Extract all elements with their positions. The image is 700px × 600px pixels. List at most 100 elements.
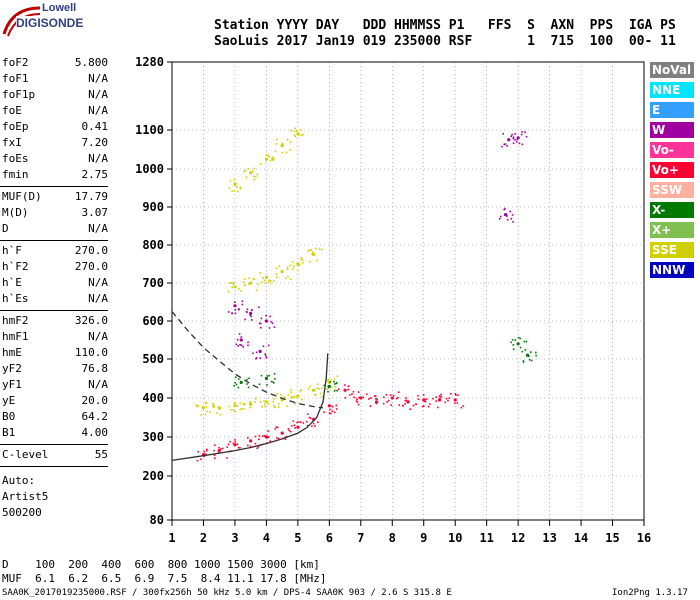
echo-dot (376, 398, 378, 401)
echo-dot (334, 383, 336, 385)
echo-dot (439, 397, 441, 399)
param-value: N/A (88, 152, 108, 165)
echo-dot (204, 402, 207, 405)
echo-dot (327, 386, 330, 389)
param-row: h`F 270.0 (2, 244, 108, 260)
y-tick-label: 800 (142, 238, 164, 252)
echo-dot (424, 400, 426, 402)
echo-dot (292, 268, 294, 271)
echo-dot (454, 402, 456, 404)
echo-dot (302, 422, 305, 424)
echo-dot (296, 421, 298, 424)
echo-dot (356, 401, 359, 403)
param-value: N/A (88, 292, 108, 305)
param-row: yF1 N/A (2, 378, 108, 394)
echo-dot (422, 405, 425, 407)
echo-dot (258, 435, 261, 437)
echo-dot (221, 447, 224, 450)
echo-dot (272, 280, 275, 282)
echo-dot (529, 351, 532, 353)
echo-point (453, 398, 457, 402)
echo-point (312, 388, 316, 392)
echo-dot (529, 358, 531, 361)
echo-dot (344, 397, 347, 399)
echo-dot (398, 404, 401, 406)
echo-dot (331, 405, 334, 408)
echo-dot (511, 214, 514, 216)
echo-dot (237, 386, 240, 389)
param-name: h`Es (2, 292, 29, 305)
echo-dot (273, 326, 276, 328)
echo-dot (249, 313, 251, 316)
param-value: N/A (88, 88, 108, 101)
echo-dot (266, 375, 269, 377)
echo-dot (374, 402, 377, 404)
echo-dot (454, 393, 457, 395)
y-tick-label: 1000 (135, 162, 164, 176)
echo-dot (239, 186, 242, 189)
echo-dot (427, 405, 430, 408)
echo-dot (321, 395, 323, 398)
echo-dot (445, 397, 448, 400)
param-name: h`F (2, 244, 22, 257)
x-tick-label: 10 (448, 531, 462, 545)
echo-dot (261, 281, 264, 283)
x-tick-label: 5 (294, 531, 301, 545)
echo-dot (275, 267, 278, 270)
echo-dot (269, 159, 272, 162)
echo-dot (260, 326, 262, 329)
echo-dot (232, 281, 235, 284)
echo-dot (234, 410, 236, 413)
echo-dot (323, 384, 326, 387)
echo-dot (404, 399, 407, 402)
param-name: yF2 (2, 362, 22, 375)
echo-dot (206, 410, 208, 413)
echo-dot (253, 167, 256, 170)
param-name: foEs (2, 152, 29, 165)
echo-dot (432, 397, 434, 400)
echo-dot (233, 178, 236, 181)
echo-dot (286, 138, 289, 141)
echo-dot (203, 450, 206, 453)
echo-dot (457, 394, 459, 396)
param-value: 7.20 (81, 136, 109, 149)
param-value: 2.75 (81, 168, 109, 181)
echo-dot (299, 421, 302, 424)
auto-line3: 500200 (2, 506, 42, 519)
echo-dot (257, 445, 260, 448)
echo-dot (306, 413, 309, 416)
echo-dot (315, 247, 317, 250)
echo-dot (268, 155, 270, 158)
param-row: yF2 76.8 (2, 362, 108, 378)
echo-dot (226, 457, 228, 459)
param-value: N/A (88, 72, 108, 85)
echo-dot (277, 437, 280, 440)
echo-dot (265, 355, 267, 357)
echo-dot (272, 400, 274, 403)
echo-dot (290, 430, 292, 433)
echo-dot (289, 149, 291, 151)
echo-dot (243, 284, 246, 287)
echo-dot (237, 288, 240, 290)
echo-dot (257, 283, 259, 286)
x-tick-label: 16 (637, 531, 651, 545)
echo-dot (357, 403, 360, 406)
param-value: 64.2 (81, 410, 109, 423)
trace-line (171, 353, 329, 462)
x-tick-label: 3 (231, 531, 238, 545)
echo-dot (449, 392, 452, 395)
param-value: N/A (88, 378, 108, 391)
echo-dot (213, 457, 216, 460)
echo-dot (389, 394, 392, 396)
y-tick-label: 1280 (135, 55, 164, 69)
param-value: N/A (88, 104, 108, 117)
echo-dot (267, 280, 270, 283)
echo-dot (316, 383, 319, 386)
plot-frame (171, 61, 645, 521)
x-tick-label: 14 (574, 531, 588, 545)
echo-dot (333, 390, 336, 392)
echo-dot (512, 142, 515, 145)
echo-dot (246, 437, 249, 439)
echo-dot (275, 426, 278, 428)
param-value: N/A (88, 330, 108, 343)
